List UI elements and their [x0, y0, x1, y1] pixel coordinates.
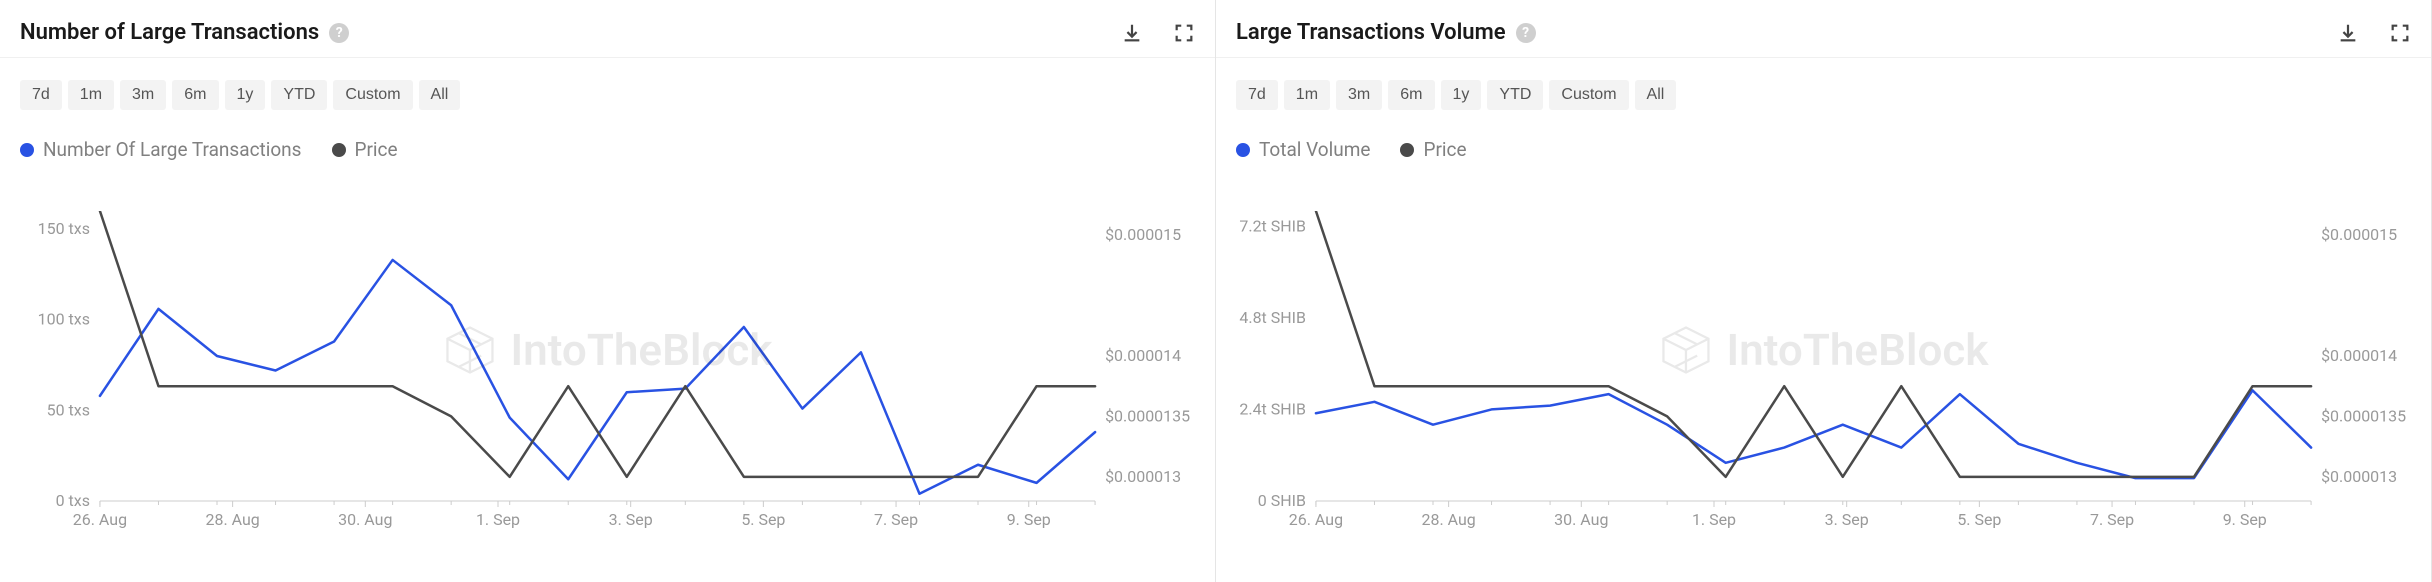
download-icon[interactable]: [1121, 22, 1143, 44]
svg-text:$0.000014: $0.000014: [2321, 346, 2397, 365]
expand-icon[interactable]: [2389, 22, 2411, 44]
svg-text:28. Aug: 28. Aug: [1421, 510, 1475, 529]
svg-text:7.2t SHIB: 7.2t SHIB: [1239, 216, 1306, 235]
legend-dot-icon: [20, 143, 34, 157]
svg-text:30. Aug: 30. Aug: [338, 510, 392, 529]
svg-text:$0.0000135: $0.0000135: [1105, 406, 1190, 425]
svg-text:9. Sep: 9. Sep: [1007, 510, 1051, 529]
legend-label: Number Of Large Transactions: [43, 138, 302, 161]
svg-text:0 txs: 0 txs: [56, 491, 90, 510]
range-button[interactable]: 1m: [1284, 80, 1330, 110]
svg-text:$0.000015: $0.000015: [1105, 225, 1181, 244]
chart-area: IntoTheBlock 0 txs50 txs100 txs150 txs$0…: [20, 211, 1195, 541]
range-button[interactable]: Custom: [333, 80, 412, 110]
svg-text:26. Aug: 26. Aug: [73, 510, 127, 529]
legend-label: Price: [1423, 138, 1466, 161]
panel-header: Number of Large Transactions ?: [0, 8, 1215, 58]
range-button[interactable]: All: [419, 80, 461, 110]
panel-right: Large Transactions Volume ? 7d 1m 3m 6m …: [1216, 0, 2432, 582]
svg-text:7. Sep: 7. Sep: [874, 510, 918, 529]
title-wrap: Large Transactions Volume ?: [1236, 20, 1536, 45]
svg-text:1. Sep: 1. Sep: [1692, 510, 1736, 529]
svg-text:$0.000013: $0.000013: [2321, 467, 2397, 486]
range-button[interactable]: 3m: [120, 80, 166, 110]
legend-item[interactable]: Number Of Large Transactions: [20, 138, 302, 161]
svg-text:$0.000014: $0.000014: [1105, 346, 1181, 365]
help-icon[interactable]: ?: [1516, 23, 1536, 43]
legend-item[interactable]: Price: [1400, 138, 1466, 161]
legend-label: Price: [355, 138, 398, 161]
range-button[interactable]: 1y: [225, 80, 266, 110]
svg-text:100 txs: 100 txs: [38, 310, 90, 329]
panel-title: Number of Large Transactions: [20, 20, 319, 45]
header-actions: [2337, 22, 2411, 44]
range-button[interactable]: Custom: [1549, 80, 1628, 110]
panel-title: Large Transactions Volume: [1236, 20, 1506, 45]
svg-text:0 SHIB: 0 SHIB: [1258, 491, 1306, 510]
chart-svg-0: 0 txs 50 txs 100 txs 150 txs $0.000013 $0.000…: [20, 211, 1195, 541]
range-button[interactable]: All: [1635, 80, 1677, 110]
range-button[interactable]: YTD: [1487, 80, 1543, 110]
svg-text:26. Aug: 26. Aug: [1289, 510, 1343, 529]
panel-header: Large Transactions Volume ?: [1216, 8, 2431, 58]
title-wrap: Number of Large Transactions ?: [20, 20, 349, 45]
range-button[interactable]: 6m: [172, 80, 218, 110]
range-row: 7d 1m 3m 6m 1y YTD Custom All: [20, 80, 1195, 110]
svg-text:28. Aug: 28. Aug: [205, 510, 259, 529]
range-button[interactable]: 6m: [1388, 80, 1434, 110]
range-row: 7d 1m 3m 6m 1y YTD Custom All: [1236, 80, 2411, 110]
svg-text:5. Sep: 5. Sep: [1957, 510, 2001, 529]
svg-text:30. Aug: 30. Aug: [1554, 510, 1608, 529]
svg-text:$0.000013: $0.000013: [1105, 467, 1181, 486]
svg-text:3. Sep: 3. Sep: [609, 510, 653, 529]
svg-text:50 txs: 50 txs: [47, 400, 90, 419]
range-button[interactable]: 1m: [68, 80, 114, 110]
svg-text:$0.000015: $0.000015: [2321, 225, 2397, 244]
legend-dot-icon: [1400, 143, 1414, 157]
range-button[interactable]: 1y: [1441, 80, 1482, 110]
svg-text:2.4t SHIB: 2.4t SHIB: [1239, 399, 1306, 418]
svg-text:9. Sep: 9. Sep: [2223, 510, 2267, 529]
range-button[interactable]: 7d: [20, 80, 62, 110]
range-button[interactable]: 7d: [1236, 80, 1278, 110]
legend-row: Total Volume Price: [1236, 138, 2411, 161]
legend-item[interactable]: Price: [332, 138, 398, 161]
svg-text:7. Sep: 7. Sep: [2090, 510, 2134, 529]
range-button[interactable]: 3m: [1336, 80, 1382, 110]
svg-text:4.8t SHIB: 4.8t SHIB: [1239, 308, 1306, 327]
chart-area: IntoTheBlock 0 SHIB2.4t SHIB4.8t SHIB7.2…: [1236, 211, 2411, 541]
svg-text:$0.0000135: $0.0000135: [2321, 406, 2406, 425]
legend-dot-icon: [1236, 143, 1250, 157]
svg-text:3. Sep: 3. Sep: [1825, 510, 1869, 529]
range-button[interactable]: YTD: [271, 80, 327, 110]
header-actions: [1121, 22, 1195, 44]
expand-icon[interactable]: [1173, 22, 1195, 44]
legend-item[interactable]: Total Volume: [1236, 138, 1370, 161]
svg-text:150 txs: 150 txs: [38, 219, 90, 238]
help-icon[interactable]: ?: [329, 23, 349, 43]
chart-svg-1: 0 SHIB 2.4t SHIB 4.8t SHIB 7.2t SHIB $0.0000…: [1236, 211, 2411, 541]
download-icon[interactable]: [2337, 22, 2359, 44]
svg-text:5. Sep: 5. Sep: [741, 510, 785, 529]
legend-dot-icon: [332, 143, 346, 157]
svg-text:1. Sep: 1. Sep: [476, 510, 520, 529]
legend-row: Number Of Large Transactions Price: [20, 138, 1195, 161]
legend-label: Total Volume: [1259, 138, 1370, 161]
panel-left: Number of Large Transactions ? 7d 1m 3m …: [0, 0, 1216, 582]
